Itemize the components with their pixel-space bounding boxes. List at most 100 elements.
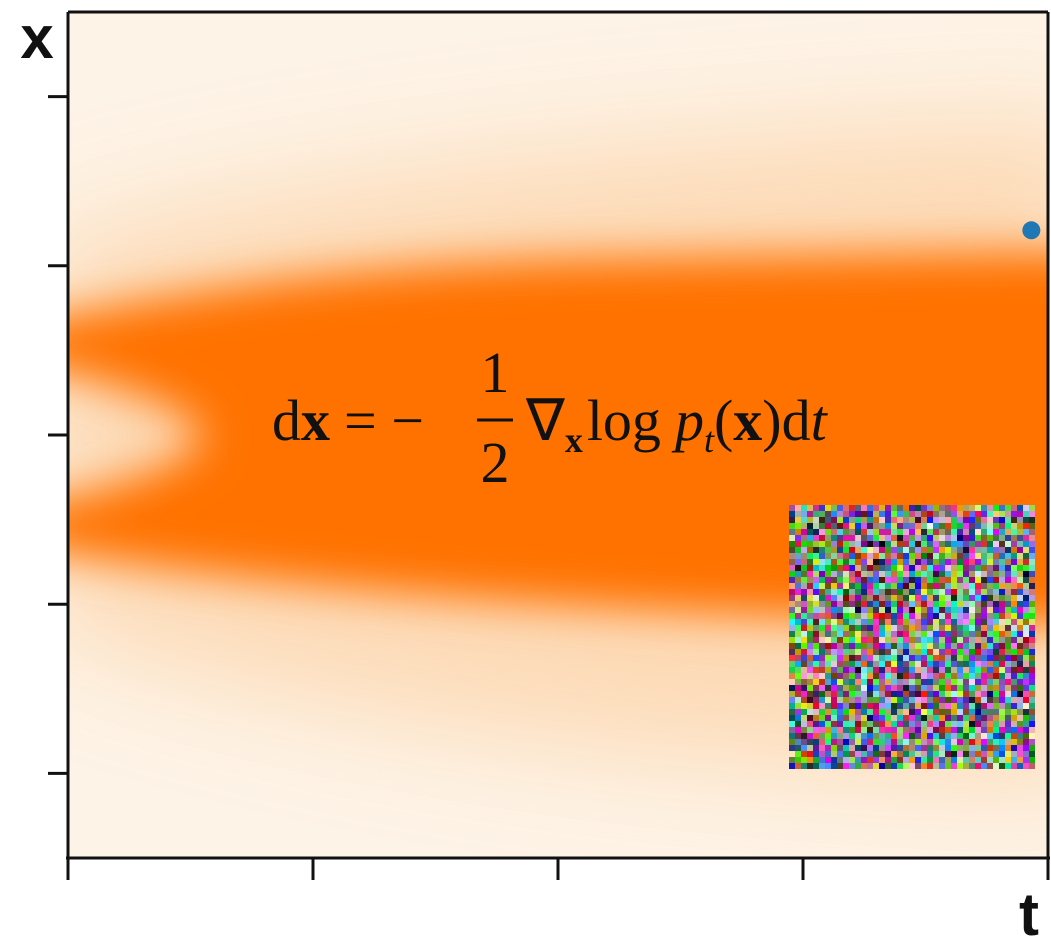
noise-pixel — [1017, 595, 1023, 601]
noise-pixel — [921, 709, 927, 715]
noise-pixel — [975, 739, 981, 745]
noise-pixel — [1011, 649, 1017, 655]
noise-pixel — [885, 649, 891, 655]
x-axis-label: t — [1019, 881, 1039, 943]
noise-pixel — [879, 625, 885, 631]
noise-pixel — [987, 679, 993, 685]
noise-pixel — [861, 763, 867, 769]
noise-pixel — [939, 751, 945, 757]
noise-pixel — [1005, 625, 1011, 631]
noise-pixel — [969, 679, 975, 685]
noise-pixel — [879, 583, 885, 589]
noise-pixel — [1005, 547, 1011, 553]
noise-pixel — [873, 643, 879, 649]
noise-pixel — [1011, 709, 1017, 715]
noise-pixel — [927, 739, 933, 745]
noise-pixel — [1011, 733, 1017, 739]
eq-text: x — [301, 388, 330, 453]
noise-pixel — [807, 535, 813, 541]
noise-pixel — [933, 577, 939, 583]
noise-pixel — [999, 613, 1005, 619]
noise-pixel — [951, 535, 957, 541]
noise-pixel — [903, 511, 909, 517]
noise-pixel — [819, 745, 825, 751]
noise-pixel — [903, 727, 909, 733]
noise-pixel — [843, 529, 849, 535]
noise-pixel — [963, 655, 969, 661]
noise-pixel — [1023, 679, 1029, 685]
noise-pixel — [975, 679, 981, 685]
noise-pixel — [999, 727, 1005, 733]
noise-pixel — [987, 589, 993, 595]
noise-pixel — [939, 613, 945, 619]
noise-pixel — [939, 643, 945, 649]
noise-pixel — [807, 715, 813, 721]
noise-pixel — [795, 535, 801, 541]
noise-pixel — [873, 535, 879, 541]
noise-pixel — [849, 691, 855, 697]
noise-pixel — [909, 715, 915, 721]
noise-pixel — [999, 631, 1005, 637]
noise-pixel — [837, 583, 843, 589]
noise-pixel — [909, 667, 915, 673]
noise-pixel — [1029, 721, 1035, 727]
noise-pixel — [891, 709, 897, 715]
noise-pixel — [837, 661, 843, 667]
noise-pixel — [885, 547, 891, 553]
noise-pixel — [957, 739, 963, 745]
noise-pixel — [885, 745, 891, 751]
noise-pixel — [933, 631, 939, 637]
noise-pixel — [891, 715, 897, 721]
noise-pixel — [843, 709, 849, 715]
noise-pixel — [891, 535, 897, 541]
noise-pixel — [873, 655, 879, 661]
noise-pixel — [945, 541, 951, 547]
noise-pixel — [867, 691, 873, 697]
noise-image — [789, 505, 1035, 769]
noise-pixel — [849, 565, 855, 571]
noise-pixel — [855, 739, 861, 745]
noise-pixel — [813, 673, 819, 679]
noise-pixel — [891, 739, 897, 745]
noise-pixel — [1011, 643, 1017, 649]
noise-pixel — [957, 709, 963, 715]
noise-pixel — [939, 637, 945, 643]
noise-pixel — [993, 703, 999, 709]
noise-pixel — [843, 595, 849, 601]
noise-pixel — [801, 745, 807, 751]
noise-pixel — [1005, 691, 1011, 697]
noise-pixel — [981, 523, 987, 529]
noise-pixel — [903, 751, 909, 757]
noise-pixel — [1005, 553, 1011, 559]
noise-pixel — [927, 649, 933, 655]
noise-pixel — [813, 565, 819, 571]
noise-pixel — [897, 517, 903, 523]
noise-pixel — [921, 643, 927, 649]
noise-pixel — [855, 547, 861, 553]
noise-pixel — [801, 529, 807, 535]
noise-pixel — [825, 631, 831, 637]
noise-pixel — [789, 637, 795, 643]
noise-pixel — [1029, 511, 1035, 517]
noise-pixel — [909, 661, 915, 667]
noise-pixel — [927, 661, 933, 667]
noise-pixel — [939, 523, 945, 529]
noise-pixel — [963, 511, 969, 517]
noise-pixel — [987, 553, 993, 559]
noise-pixel — [1023, 697, 1029, 703]
noise-pixel — [897, 583, 903, 589]
noise-pixel — [993, 559, 999, 565]
noise-pixel — [927, 685, 933, 691]
noise-pixel — [975, 703, 981, 709]
noise-pixel — [789, 739, 795, 745]
noise-pixel — [909, 577, 915, 583]
noise-pixel — [975, 649, 981, 655]
noise-pixel — [951, 601, 957, 607]
noise-pixel — [837, 541, 843, 547]
noise-pixel — [861, 619, 867, 625]
noise-pixel — [837, 703, 843, 709]
noise-pixel — [831, 739, 837, 745]
noise-pixel — [855, 517, 861, 523]
noise-pixel — [921, 751, 927, 757]
noise-pixel — [867, 679, 873, 685]
